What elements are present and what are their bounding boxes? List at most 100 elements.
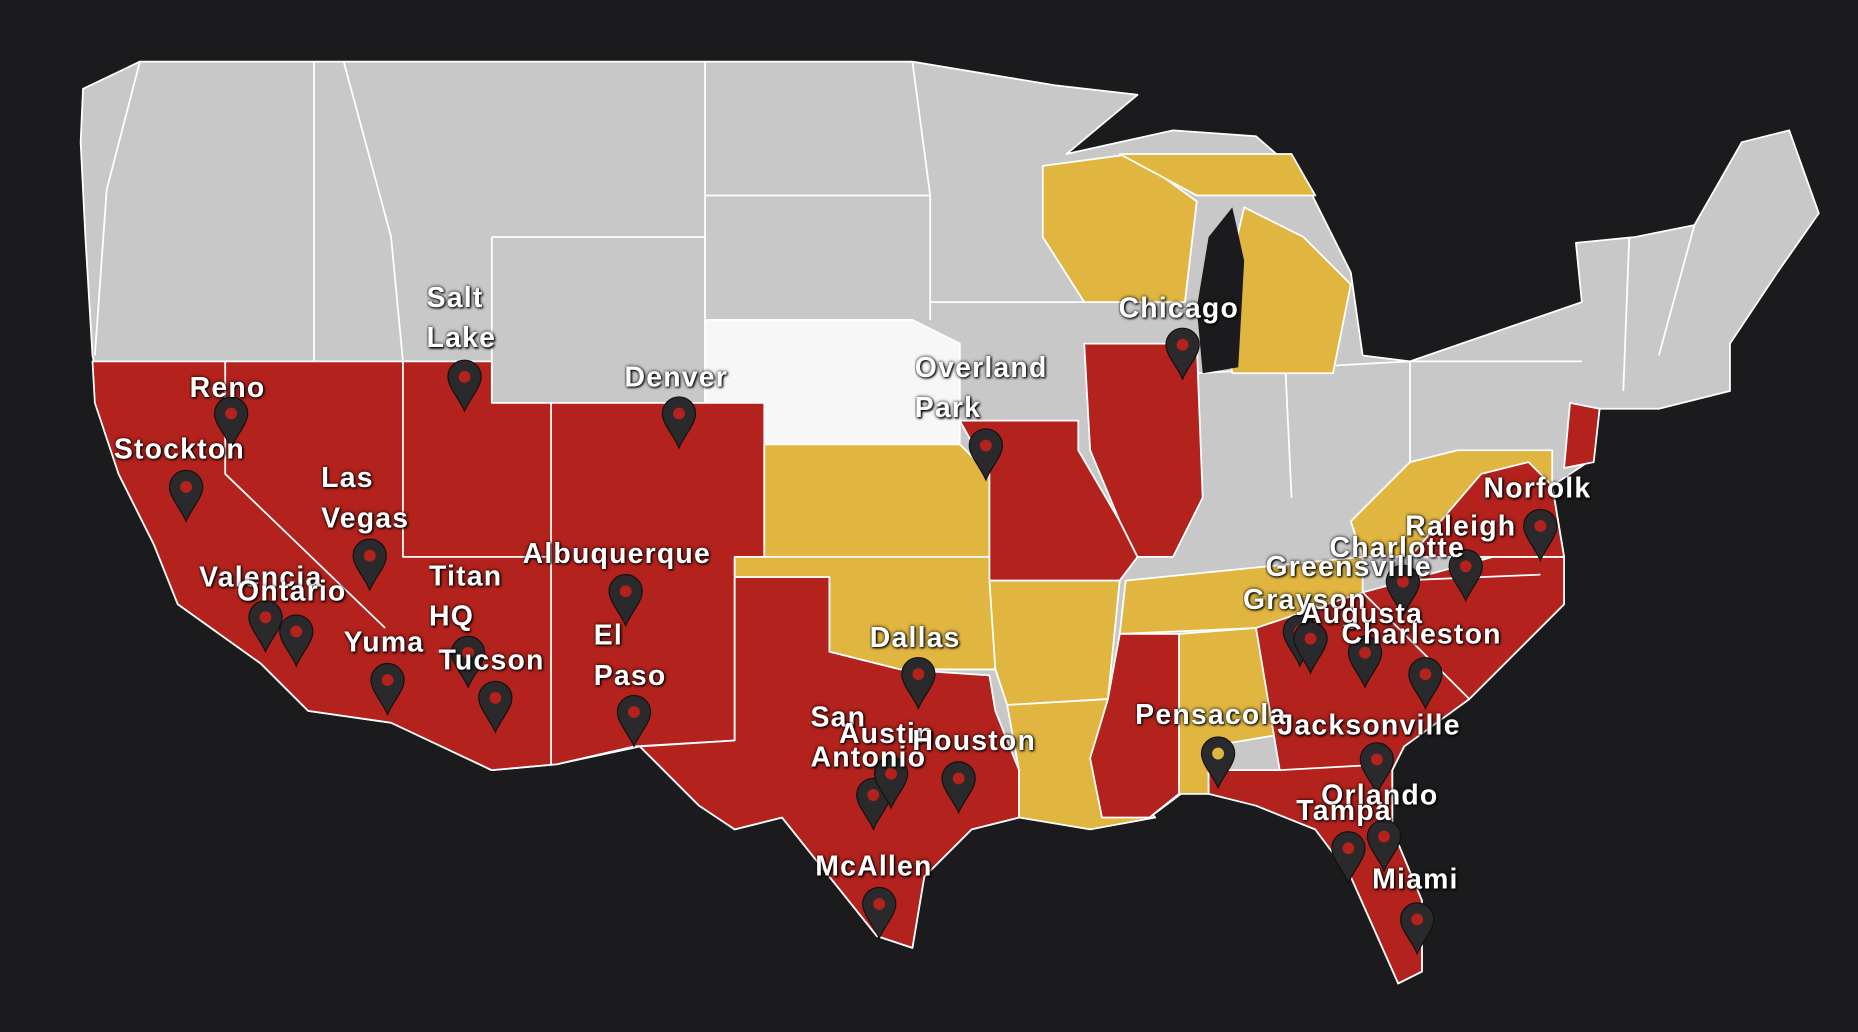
pin-dot [1459, 560, 1472, 573]
map-pin[interactable] [168, 469, 204, 523]
location-label: Chicago [1118, 292, 1240, 325]
location-label: Albuquerque [522, 537, 711, 570]
michigan-upper [1118, 153, 1317, 197]
pin-dot [1534, 520, 1547, 532]
new-jersey [1563, 401, 1601, 469]
location-label: Orlando [1321, 779, 1439, 812]
pin-body [1165, 327, 1200, 381]
map-pin[interactable] [1448, 549, 1483, 603]
map-pin[interactable] [447, 359, 482, 413]
label-box: Tucson [438, 644, 545, 677]
pin-dot [619, 585, 632, 598]
pin-body [1523, 508, 1558, 563]
labels: Reno Stockton Salt Lake Denver Overland Park… [114, 281, 1592, 896]
location-label: Reno [189, 372, 266, 405]
location-label: Austin [838, 718, 935, 751]
label-box: Ontario [237, 575, 347, 608]
location-label: Jacksonville [1277, 709, 1461, 742]
pin-dot [1359, 646, 1371, 659]
mississippi [1089, 633, 1180, 819]
map-pin[interactable] [1359, 742, 1395, 796]
location-label: Norfolk [1483, 472, 1592, 505]
pin-body [450, 635, 486, 689]
map-pin[interactable] [941, 761, 976, 815]
location-label: Titan HQ [428, 560, 503, 633]
pin-body [1385, 564, 1421, 618]
label-box: Austin [838, 718, 935, 751]
pin-dot [1304, 632, 1317, 645]
map-pin[interactable] [968, 428, 1004, 482]
location-label: El Paso [593, 619, 667, 692]
map-pin[interactable] [1347, 635, 1383, 689]
location-label: McAllen [815, 850, 933, 883]
pin-body [447, 359, 482, 413]
map-pin[interactable] [1165, 327, 1200, 381]
pin-dot [1411, 913, 1424, 926]
pin-body [661, 396, 697, 450]
map-pin[interactable] [1408, 656, 1443, 711]
map-pin[interactable] [616, 694, 652, 749]
map-pin[interactable] [873, 756, 909, 810]
pin-body [941, 761, 976, 815]
map-pin[interactable] [213, 396, 249, 450]
label-box: Grayson [1242, 584, 1367, 617]
map-pin[interactable] [608, 574, 643, 628]
pin-body [213, 396, 249, 450]
pin-body [1366, 819, 1402, 873]
label-box: Stockton [114, 434, 244, 466]
label-box: Overland Park [915, 352, 1047, 424]
label-box: Dallas [869, 622, 961, 655]
label-box: Houston [912, 725, 1034, 757]
map-pin[interactable] [1385, 564, 1421, 618]
pin-dot [867, 789, 880, 801]
pin-dot [1419, 668, 1432, 681]
location-label: Salt Lake [426, 281, 497, 355]
map-pin[interactable] [352, 538, 387, 592]
label-box: Reno [189, 372, 266, 405]
label-box: Las Vegas [321, 462, 408, 534]
pins [168, 327, 1558, 956]
location-label: Dallas [869, 622, 961, 655]
pin-dot [363, 549, 376, 562]
map-pin[interactable] [1366, 819, 1402, 873]
map-pin[interactable] [1523, 508, 1558, 563]
location-label: Grayson [1242, 584, 1367, 617]
pin-dot [1370, 753, 1383, 766]
map-pin[interactable] [862, 886, 897, 940]
pin-dot [259, 611, 272, 624]
pin-body [1331, 831, 1366, 885]
map-pin[interactable] [1293, 621, 1328, 675]
map-pin[interactable] [279, 614, 314, 668]
map-pin[interactable] [1399, 902, 1435, 956]
map-pin[interactable] [661, 396, 697, 450]
pin-body [1399, 902, 1435, 956]
map-pin[interactable] [1331, 831, 1366, 885]
pin-dot [381, 674, 394, 687]
map-pin[interactable] [370, 662, 405, 717]
pin-body [168, 469, 204, 523]
map-pin[interactable] [450, 635, 486, 689]
map-pin[interactable] [248, 600, 283, 654]
illinois [1083, 342, 1204, 558]
location-label: Greensville [1265, 550, 1432, 583]
location-label: Tucson [438, 644, 545, 677]
location-label: Charlotte [1329, 531, 1465, 564]
pin-dot [1397, 575, 1409, 588]
pin-dot [673, 407, 685, 420]
map-pin[interactable] [901, 656, 936, 711]
pin-body [616, 694, 652, 749]
pin-dot [489, 691, 502, 704]
map-pin[interactable] [1200, 736, 1236, 790]
location-label: Ontario [237, 575, 347, 608]
label-box: Yuma [344, 627, 423, 659]
label-box: Norfolk [1483, 472, 1592, 505]
pin-body [1293, 621, 1328, 675]
pin-body [862, 886, 897, 940]
pin-dot [952, 772, 965, 785]
map-pin[interactable] [478, 680, 513, 734]
pin-body [608, 574, 643, 628]
label-box: Augusta [1301, 598, 1422, 630]
location-label: Raleigh [1405, 510, 1517, 543]
pin-dot [1342, 842, 1355, 855]
pin-dot [979, 439, 992, 452]
